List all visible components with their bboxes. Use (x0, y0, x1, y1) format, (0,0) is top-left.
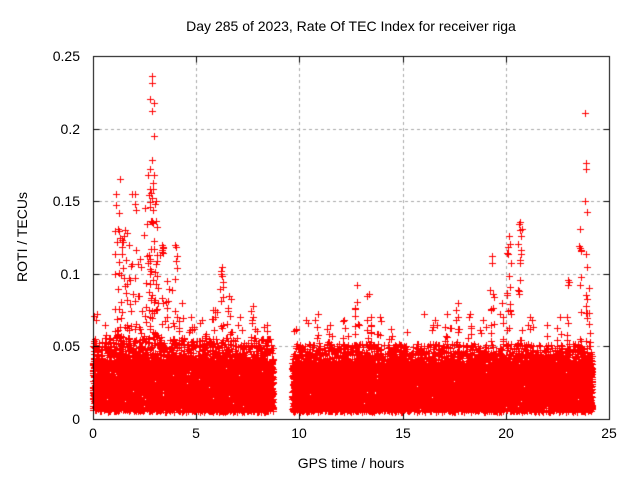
chart-title: Day 285 of 2023, Rate Of TEC Index for r… (186, 18, 516, 34)
x-tick-label: 0 (89, 425, 97, 441)
y-tick-label: 0 (72, 411, 80, 427)
x-tick-label: 25 (601, 425, 617, 441)
y-tick-label: 0.05 (52, 338, 80, 354)
y-tick-label: 0.2 (60, 121, 80, 137)
x-tick-label: 15 (395, 425, 411, 441)
y-tick-label: 0.15 (52, 193, 80, 209)
y-tick-label: 0.1 (60, 266, 80, 282)
x-tick-label: 5 (192, 425, 200, 441)
y-tick-label: 0.25 (52, 48, 80, 64)
y-axis-label: ROTI / TECUs (14, 192, 30, 282)
x-tick-label: 10 (291, 425, 307, 441)
x-axis-label: GPS time / hours (297, 455, 405, 471)
x-tick-label: 20 (498, 425, 514, 441)
